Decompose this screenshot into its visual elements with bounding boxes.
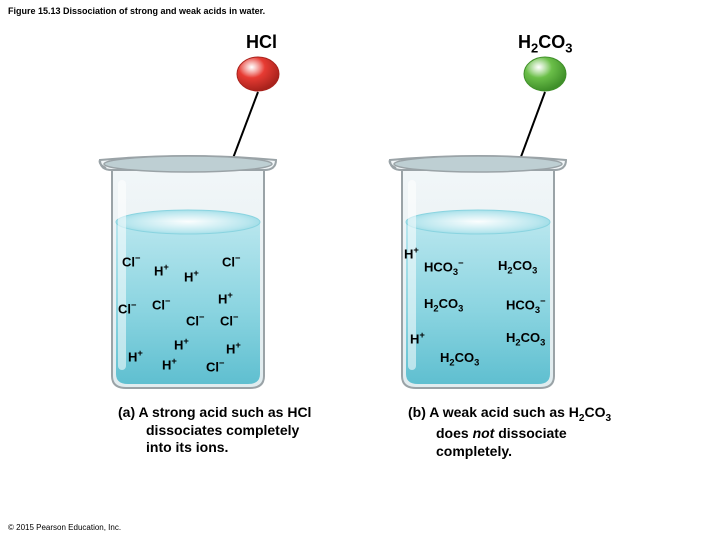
ion-label: Cl− [122,253,140,269]
ion-label: Cl− [152,296,170,312]
ion-label: H2CO3 [424,296,463,314]
ion-label: H2CO3 [498,258,537,276]
ion-label: H2CO3 [506,330,545,348]
acid-label-hcl: HCl [246,32,277,53]
ion-label: Cl− [220,312,238,328]
ion-label: HCO3− [424,258,464,277]
ion-label: Cl− [206,358,224,374]
ion-label: H+ [128,348,143,364]
ion-label: H+ [218,290,233,306]
ion-label: H+ [162,356,177,372]
ion-label: H+ [154,262,169,278]
ion-label: H+ [174,336,189,352]
copyright-text: © 2015 Pearson Education, Inc. [8,523,121,532]
acid-label-h2co3: H2CO3 [518,32,572,56]
caption-left: (a) A strong acid such as HCl dissociate… [118,404,318,457]
ion-label: HCO3− [506,296,546,315]
caption-right: (b) A weak acid such as H2CO3 does not d… [408,404,618,460]
ion-label: H+ [226,340,241,356]
ion-label: Cl− [186,312,204,328]
ion-label: H+ [404,245,419,261]
figure-title: Figure 15.13 Dissociation of strong and … [8,6,265,16]
ion-label: Cl− [222,253,240,269]
ion-label: H+ [410,330,425,346]
ion-label: H+ [184,268,199,284]
ion-label: Cl− [118,300,136,316]
ion-label: H2CO3 [440,350,479,368]
